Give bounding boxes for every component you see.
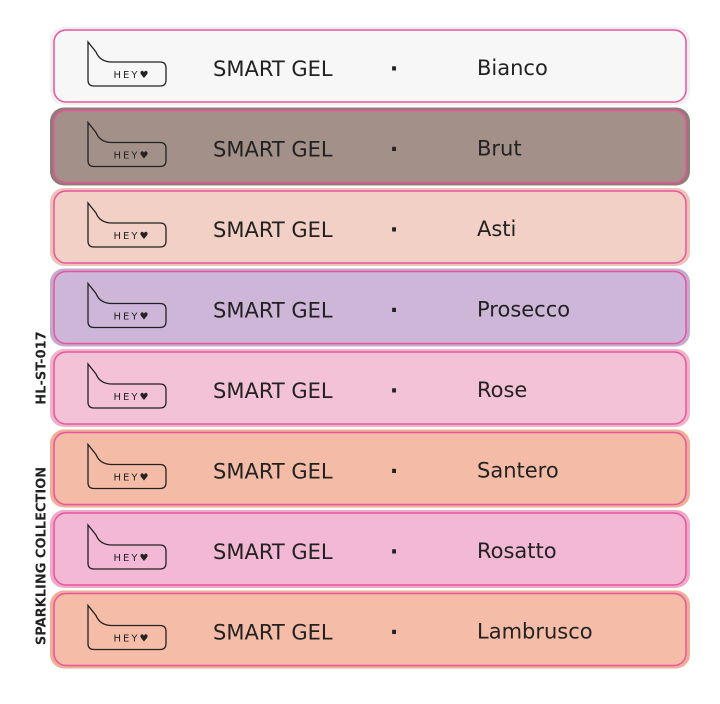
row-card — [53, 190, 687, 264]
row: HEY♥ SMART GEL · Santero — [50, 429, 690, 508]
logo-text: HEY♥ — [114, 392, 151, 403]
product-name: SMART GEL — [213, 218, 333, 242]
logo-bubble — [87, 40, 167, 87]
separator: · — [390, 540, 398, 565]
product-name: SMART GEL — [213, 379, 333, 403]
product-name: SMART GEL — [213, 138, 333, 162]
logo-text: HEY♥ — [114, 634, 151, 645]
row: HEY♥ SMART GEL · Rosatto — [50, 510, 690, 588]
separator: · — [390, 460, 398, 485]
shade-name: Asti — [477, 217, 516, 241]
logo-bubble — [87, 523, 167, 570]
row-card — [53, 431, 687, 506]
row-card — [53, 512, 687, 586]
row-card — [53, 29, 687, 103]
separator: · — [390, 621, 398, 646]
code-label: HL-ST-017 — [35, 331, 50, 404]
shade-name: Rose — [477, 378, 527, 402]
row: HEY♥ SMART GEL · Brut — [50, 107, 690, 186]
logo-text: HEY♥ — [114, 553, 151, 564]
product-name: SMART GEL — [213, 540, 333, 564]
row: HEY♥ SMART GEL · Prosecco — [50, 268, 690, 347]
separator: · — [390, 379, 398, 404]
logo-bubble — [87, 362, 167, 409]
shade-name: Santero — [477, 459, 559, 483]
logo-text: HEY♥ — [114, 70, 151, 81]
logo-text: HEY♥ — [114, 473, 151, 484]
separator: · — [390, 57, 398, 82]
shade-name: Prosecco — [477, 298, 570, 322]
product-name: SMART GEL — [213, 460, 333, 484]
row: HEY♥ SMART GEL · Asti — [50, 188, 690, 266]
row: HEY♥ SMART GEL · Lambrusco — [50, 590, 690, 669]
logo-bubble — [87, 281, 167, 329]
separator: · — [390, 299, 398, 324]
shade-name: Lambrusco — [477, 620, 593, 644]
row-card — [53, 351, 687, 425]
logo-bubble — [87, 120, 167, 168]
shade-name: Rosatto — [477, 539, 557, 563]
row: HEY♥ SMART GEL · Bianco — [50, 27, 690, 105]
logo-text: HEY♥ — [114, 231, 151, 242]
collection-label: SPARKLING COLLECTION — [35, 467, 50, 645]
row-card — [53, 592, 687, 667]
logo-text: HEY♥ — [114, 151, 151, 162]
row-card — [53, 270, 687, 345]
logo-text: HEY♥ — [114, 312, 151, 323]
logo-bubble — [87, 201, 167, 248]
logo-bubble — [87, 442, 167, 490]
row: HEY♥ SMART GEL · Rose — [50, 349, 690, 427]
product-name: SMART GEL — [213, 57, 333, 81]
row-card — [53, 109, 687, 184]
shade-name: Brut — [477, 137, 522, 161]
separator: · — [390, 138, 398, 163]
shade-name: Bianco — [477, 56, 548, 80]
product-name: SMART GEL — [213, 621, 333, 645]
product-name: SMART GEL — [213, 299, 333, 323]
logo-bubble — [87, 603, 167, 651]
separator: · — [390, 218, 398, 243]
